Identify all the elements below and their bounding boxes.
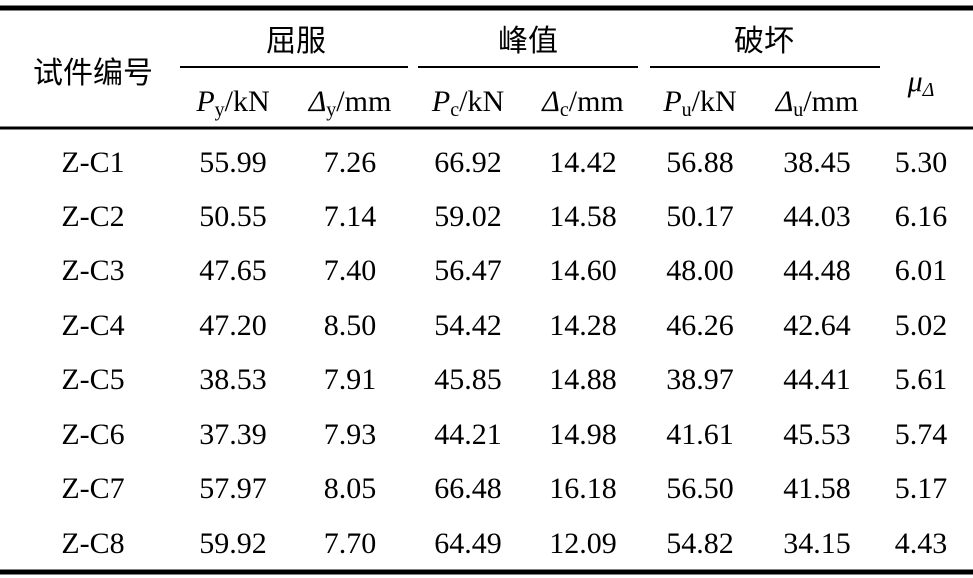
symbol: P: [195, 85, 214, 118]
specimen-id: Z-C7: [61, 472, 124, 505]
specimen-id: Z-C6: [61, 418, 124, 451]
cell: 45.85: [434, 363, 502, 396]
cell: 38.45: [783, 146, 851, 179]
cell: 48.00: [666, 254, 734, 287]
cell: 8.50: [324, 309, 377, 342]
cell: 5.61: [895, 363, 948, 396]
cell: 7.40: [324, 254, 377, 287]
specimen-id: Z-C8: [61, 527, 124, 560]
symbol: P: [662, 85, 681, 118]
column-header: Pc/kN: [431, 85, 504, 121]
subscript: y: [215, 99, 225, 121]
cell: 55.99: [199, 146, 267, 179]
cell: 50.17: [666, 200, 734, 233]
column-header: Py/kN: [195, 85, 269, 121]
cell: 47.20: [199, 309, 267, 342]
unit: /mm: [336, 85, 391, 118]
cell: 56.47: [434, 254, 502, 287]
cell: 44.03: [783, 200, 851, 233]
cell: 14.88: [549, 363, 617, 396]
cell: 6.01: [895, 254, 948, 287]
cell: 16.18: [549, 472, 617, 505]
cell: 57.97: [199, 472, 267, 505]
column-header: μΔ: [907, 65, 935, 101]
cell: 7.70: [324, 527, 377, 560]
symbol: Δ: [775, 85, 794, 118]
specimen-id: Z-C2: [61, 200, 124, 233]
cell: 14.98: [549, 418, 617, 451]
cell: 47.65: [199, 254, 267, 287]
cell: 34.15: [783, 527, 851, 560]
column-header: Δy/mm: [308, 85, 392, 121]
cell: 38.53: [199, 363, 267, 396]
cell: 7.91: [324, 363, 377, 396]
cell: 37.39: [199, 418, 267, 451]
unit: /kN: [692, 85, 737, 118]
column-header: Pu/kN: [662, 85, 736, 121]
cell: 4.43: [895, 527, 948, 560]
group-header: 屈服: [266, 25, 326, 58]
cell: 59.92: [199, 527, 267, 560]
cell: 6.16: [895, 200, 948, 233]
cell: 7.26: [324, 146, 377, 179]
cell: 5.30: [895, 146, 948, 179]
cell: 44.41: [783, 363, 851, 396]
symbol: Δ: [541, 85, 560, 118]
unit: /mm: [569, 85, 624, 118]
cell: 42.64: [783, 309, 851, 342]
cell: 5.17: [895, 472, 948, 505]
subscript: y: [326, 99, 336, 121]
cell: 14.60: [549, 254, 617, 287]
unit: /kN: [459, 85, 504, 118]
group-header: 破坏: [734, 25, 794, 58]
cell: 56.88: [666, 146, 734, 179]
cell: 5.74: [895, 418, 948, 451]
column-header: Δu/mm: [775, 85, 859, 121]
symbol: P: [431, 85, 450, 118]
cell: 54.42: [434, 309, 502, 342]
specimen-id: Z-C4: [61, 309, 124, 342]
cell: 44.21: [434, 418, 502, 451]
subscript: c: [450, 99, 459, 121]
cell: 8.05: [324, 472, 377, 505]
cell: 56.50: [666, 472, 734, 505]
cell: 14.28: [549, 309, 617, 342]
corner-header: 试件编号: [33, 57, 153, 90]
cell: 59.02: [434, 200, 502, 233]
cell: 5.02: [895, 309, 948, 342]
specimen-id: Z-C3: [61, 254, 124, 287]
group-header: 峰值: [498, 25, 558, 58]
cell: 66.48: [434, 472, 502, 505]
unit: /kN: [225, 85, 270, 118]
subscript: u: [682, 99, 692, 121]
cell: 46.26: [666, 309, 734, 342]
symbol: Δ: [308, 85, 327, 118]
cell: 7.14: [324, 200, 377, 233]
subscript: c: [560, 99, 569, 121]
subscript: u: [793, 99, 803, 121]
cell: 64.49: [434, 527, 502, 560]
symbol: μ: [907, 65, 923, 98]
cell: 38.97: [666, 363, 734, 396]
cell: 41.58: [783, 472, 851, 505]
unit: /mm: [803, 85, 858, 118]
cell: 50.55: [199, 200, 267, 233]
cell: 66.92: [434, 146, 502, 179]
specimen-id: Z-C1: [61, 146, 124, 179]
cell: 44.48: [783, 254, 851, 287]
column-header: Δc/mm: [541, 85, 624, 121]
cell: 12.09: [549, 527, 617, 560]
specimen-id: Z-C5: [61, 363, 124, 396]
cell: 54.82: [666, 527, 734, 560]
cell: 14.58: [549, 200, 617, 233]
cell: 41.61: [666, 418, 734, 451]
cell: 45.53: [783, 418, 851, 451]
cell: 14.42: [549, 146, 617, 179]
subscript: Δ: [922, 79, 935, 101]
cell: 7.93: [324, 418, 377, 451]
